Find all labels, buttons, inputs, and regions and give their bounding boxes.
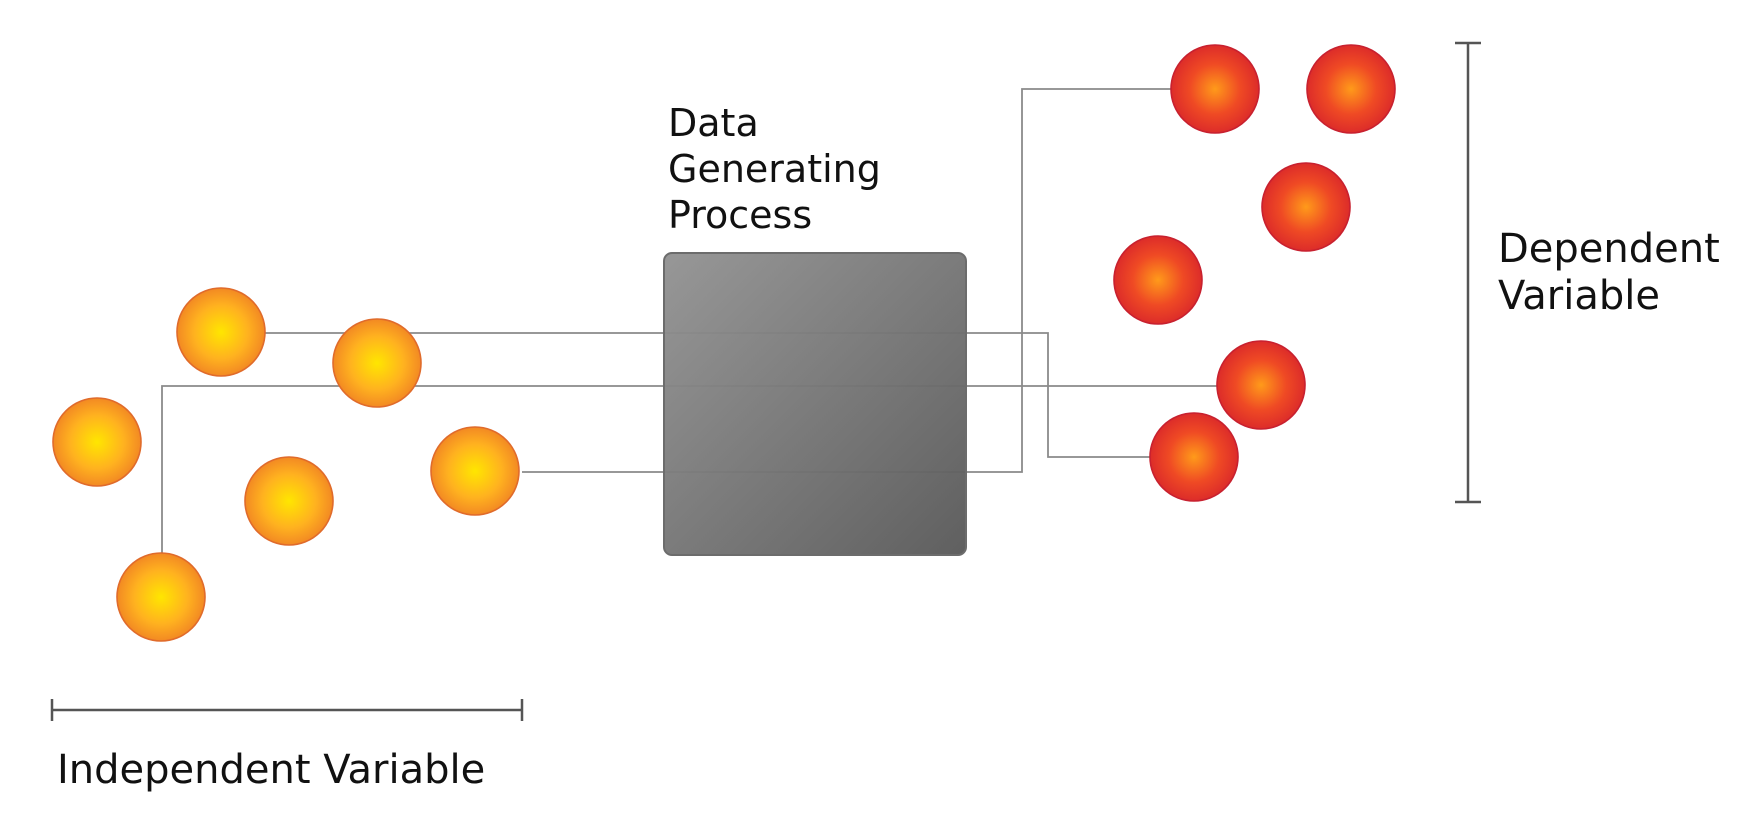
output-sphere-4	[1113, 235, 1203, 325]
input-sphere-4	[430, 426, 520, 516]
process-box	[663, 252, 967, 556]
output-sphere-3	[1261, 162, 1351, 252]
dependent-variable-label-line-2: Variable	[1498, 273, 1660, 319]
input-sphere-2	[332, 318, 422, 408]
dependent-variable-bracket	[1455, 41, 1481, 504]
input-sphere-6	[116, 552, 206, 642]
output-sphere-2	[1306, 44, 1396, 134]
input-spheres	[52, 287, 520, 642]
input-sphere-5	[244, 456, 334, 546]
connector-line-1	[242, 332, 1158, 458]
input-sphere-1	[176, 287, 266, 377]
dependent-variable-label-line-1: Dependent	[1498, 226, 1720, 272]
output-sphere-1	[1170, 44, 1260, 134]
process-label-line-1: Data	[668, 101, 759, 145]
output-spheres	[1113, 44, 1396, 502]
output-sphere-5	[1216, 340, 1306, 430]
output-sphere-6	[1149, 412, 1239, 502]
process-label-line-2: Generating	[668, 147, 881, 191]
independent-variable-bracket	[50, 699, 524, 721]
input-sphere-3	[52, 397, 142, 487]
process-label-line-3: Process	[668, 193, 812, 237]
independent-variable-label: Independent Variable	[57, 747, 485, 793]
